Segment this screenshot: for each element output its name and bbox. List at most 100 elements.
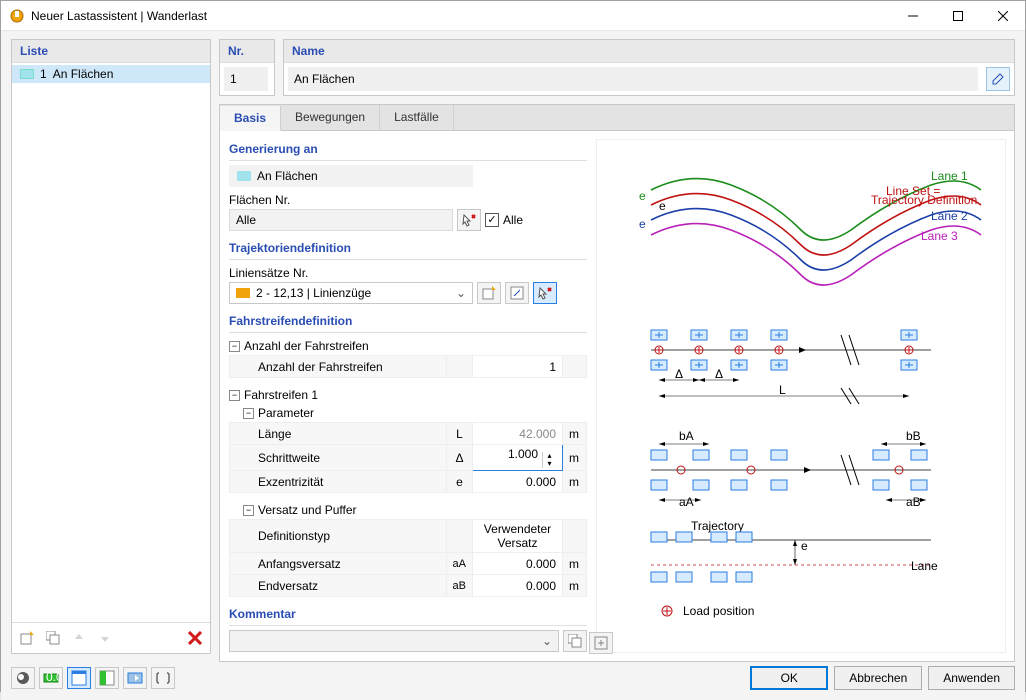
- content: Liste 1 An Flächen: [1, 31, 1025, 700]
- ok-button[interactable]: OK: [750, 666, 828, 690]
- svg-text:0.00: 0.00: [46, 670, 59, 684]
- close-button[interactable]: [980, 1, 1025, 30]
- kommentar-library-button[interactable]: [563, 630, 587, 652]
- param-val[interactable]: 0.000: [473, 471, 563, 493]
- anzahl-value[interactable]: 1: [473, 356, 563, 378]
- help-icon[interactable]: [11, 667, 35, 689]
- lane1-label: Lane 1: [931, 169, 968, 183]
- liniensaetze-value: 2 - 12,13 | Linienzüge: [256, 286, 371, 300]
- versatz-val[interactable]: 0.000: [473, 553, 563, 575]
- new-lineset-button[interactable]: [477, 282, 501, 304]
- aA-label: aA: [679, 495, 694, 509]
- tree-toggle-icon[interactable]: −: [229, 341, 240, 352]
- spinner[interactable]: ▴▾: [542, 452, 556, 468]
- chevron-down-icon: ⌄: [456, 286, 466, 300]
- tree-toggle-icon[interactable]: −: [243, 505, 254, 516]
- trajectory-label: Trajectory: [691, 519, 744, 533]
- e-label-2: e: [659, 199, 666, 213]
- preview-icon[interactable]: [123, 667, 147, 689]
- param-label: Länge: [230, 423, 447, 445]
- param-header[interactable]: − Parameter: [229, 404, 587, 422]
- group-traj-title: Trajektoriendefinition: [229, 239, 587, 260]
- tree-toggle-icon[interactable]: −: [243, 408, 254, 419]
- versatz-label: Definitionstyp: [230, 520, 447, 553]
- shift-down-icon[interactable]: [94, 627, 116, 649]
- edit-lineset-button[interactable]: [505, 282, 529, 304]
- list-toolbar: [12, 622, 210, 653]
- header-row: Nr. Name: [219, 39, 1015, 96]
- anzahl-group-label: Anzahl der Fahrstreifen: [244, 339, 369, 353]
- gen-chip-swatch: [237, 171, 251, 181]
- right-panel: Nr. Name Basis Bewegungen Lastfälle: [219, 39, 1015, 654]
- lineset-label2: Trajectory Definition: [871, 193, 977, 207]
- param-sym: Δ: [447, 445, 473, 471]
- versatz-unit: m: [563, 553, 587, 575]
- group-generierung-title: Generierung an: [229, 140, 587, 161]
- versatz-label: Anfangsversatz: [230, 553, 447, 575]
- group-kommentar: Kommentar ⌄: [228, 604, 588, 653]
- param-unit: m: [563, 471, 587, 493]
- tab-lastfaelle[interactable]: Lastfälle: [380, 105, 454, 130]
- pick-lineset-button[interactable]: [533, 282, 557, 304]
- param-sym: L: [447, 423, 473, 445]
- versatz-unit: m: [563, 575, 587, 597]
- flaechen-nr-input[interactable]: [229, 209, 453, 231]
- delete-icon[interactable]: [184, 627, 206, 649]
- script-icon[interactable]: [151, 667, 175, 689]
- fs1-header[interactable]: − Fahrstreifen 1: [229, 386, 587, 404]
- pick-surfaces-button[interactable]: [457, 209, 481, 231]
- kommentar-select[interactable]: ⌄: [229, 630, 559, 652]
- preview-diagram: Lane 1 Line Set = Trajectory Definition …: [611, 150, 991, 630]
- lane3-label: Lane 3: [921, 229, 958, 243]
- list-item-swatch: [20, 69, 34, 79]
- shift-up-icon[interactable]: [68, 627, 90, 649]
- alle-label: Alle: [503, 213, 523, 227]
- minimize-button[interactable]: [890, 1, 935, 30]
- fs1-title: Fahrstreifen 1: [244, 388, 318, 402]
- alle-checkbox[interactable]: ✓: [485, 213, 499, 227]
- maximize-button[interactable]: [935, 1, 980, 30]
- tab-basis[interactable]: Basis: [220, 106, 281, 131]
- e-label-3: e: [639, 217, 646, 231]
- list-item-index: 1: [40, 67, 47, 81]
- bB-label: bB: [906, 429, 921, 443]
- spin-down-icon[interactable]: ▾: [543, 460, 556, 468]
- form-column: Generierung an An Flächen Flächen Nr. ✓ …: [228, 139, 588, 653]
- units-icon[interactable]: 0.00: [39, 667, 63, 689]
- gen-chip: An Flächen: [229, 165, 473, 187]
- delta-label-2: Δ: [715, 367, 723, 381]
- apply-button[interactable]: Anwenden: [928, 666, 1015, 690]
- copy-icon[interactable]: [42, 627, 64, 649]
- kommentar-title: Kommentar: [229, 605, 587, 626]
- layout-icon[interactable]: [95, 667, 119, 689]
- anzahl-group-header[interactable]: − Anzahl der Fahrstreifen: [229, 337, 587, 355]
- table-row: Schrittweite Δ 1.000▴▾ m: [230, 445, 587, 471]
- nr-input[interactable]: [224, 67, 268, 91]
- preview-zoom-button[interactable]: [589, 632, 613, 654]
- versatz-label: Endversatz: [230, 575, 447, 597]
- e2-label: e: [801, 539, 808, 553]
- group-fahrstreifen: Fahrstreifendefinition − Anzahl der Fahr…: [228, 311, 588, 598]
- versatz-table: Definitionstyp Verwendeter Versatz Anfan…: [229, 519, 587, 597]
- param-sym: e: [447, 471, 473, 493]
- gen-chip-label: An Flächen: [257, 169, 318, 183]
- load-position-label: Load position: [683, 604, 754, 618]
- versatz-val[interactable]: 0.000: [473, 575, 563, 597]
- new-icon[interactable]: [16, 627, 38, 649]
- window-icon[interactable]: [67, 667, 91, 689]
- name-input[interactable]: [288, 67, 978, 91]
- list-item-label: An Flächen: [53, 67, 114, 81]
- liniensaetze-select[interactable]: 2 - 12,13 | Linienzüge ⌄: [229, 282, 473, 304]
- table-row: Länge L 42.000 m: [230, 423, 587, 445]
- tab-bewegungen[interactable]: Bewegungen: [281, 105, 380, 130]
- aB-label: aB: [906, 495, 921, 509]
- edit-name-button[interactable]: [986, 67, 1010, 91]
- list-item[interactable]: 1 An Flächen: [12, 65, 210, 83]
- tree-toggle-icon[interactable]: −: [229, 390, 240, 401]
- param-val-editable[interactable]: 1.000▴▾: [473, 445, 563, 471]
- versatz-header[interactable]: − Versatz und Puffer: [229, 501, 587, 519]
- cancel-button[interactable]: Abbrechen: [834, 666, 922, 690]
- versatz-val[interactable]: Verwendeter Versatz: [473, 520, 563, 553]
- preview-column: Lane 1 Line Set = Trajectory Definition …: [596, 139, 1006, 653]
- bottom-left-icons: 0.00: [11, 667, 175, 689]
